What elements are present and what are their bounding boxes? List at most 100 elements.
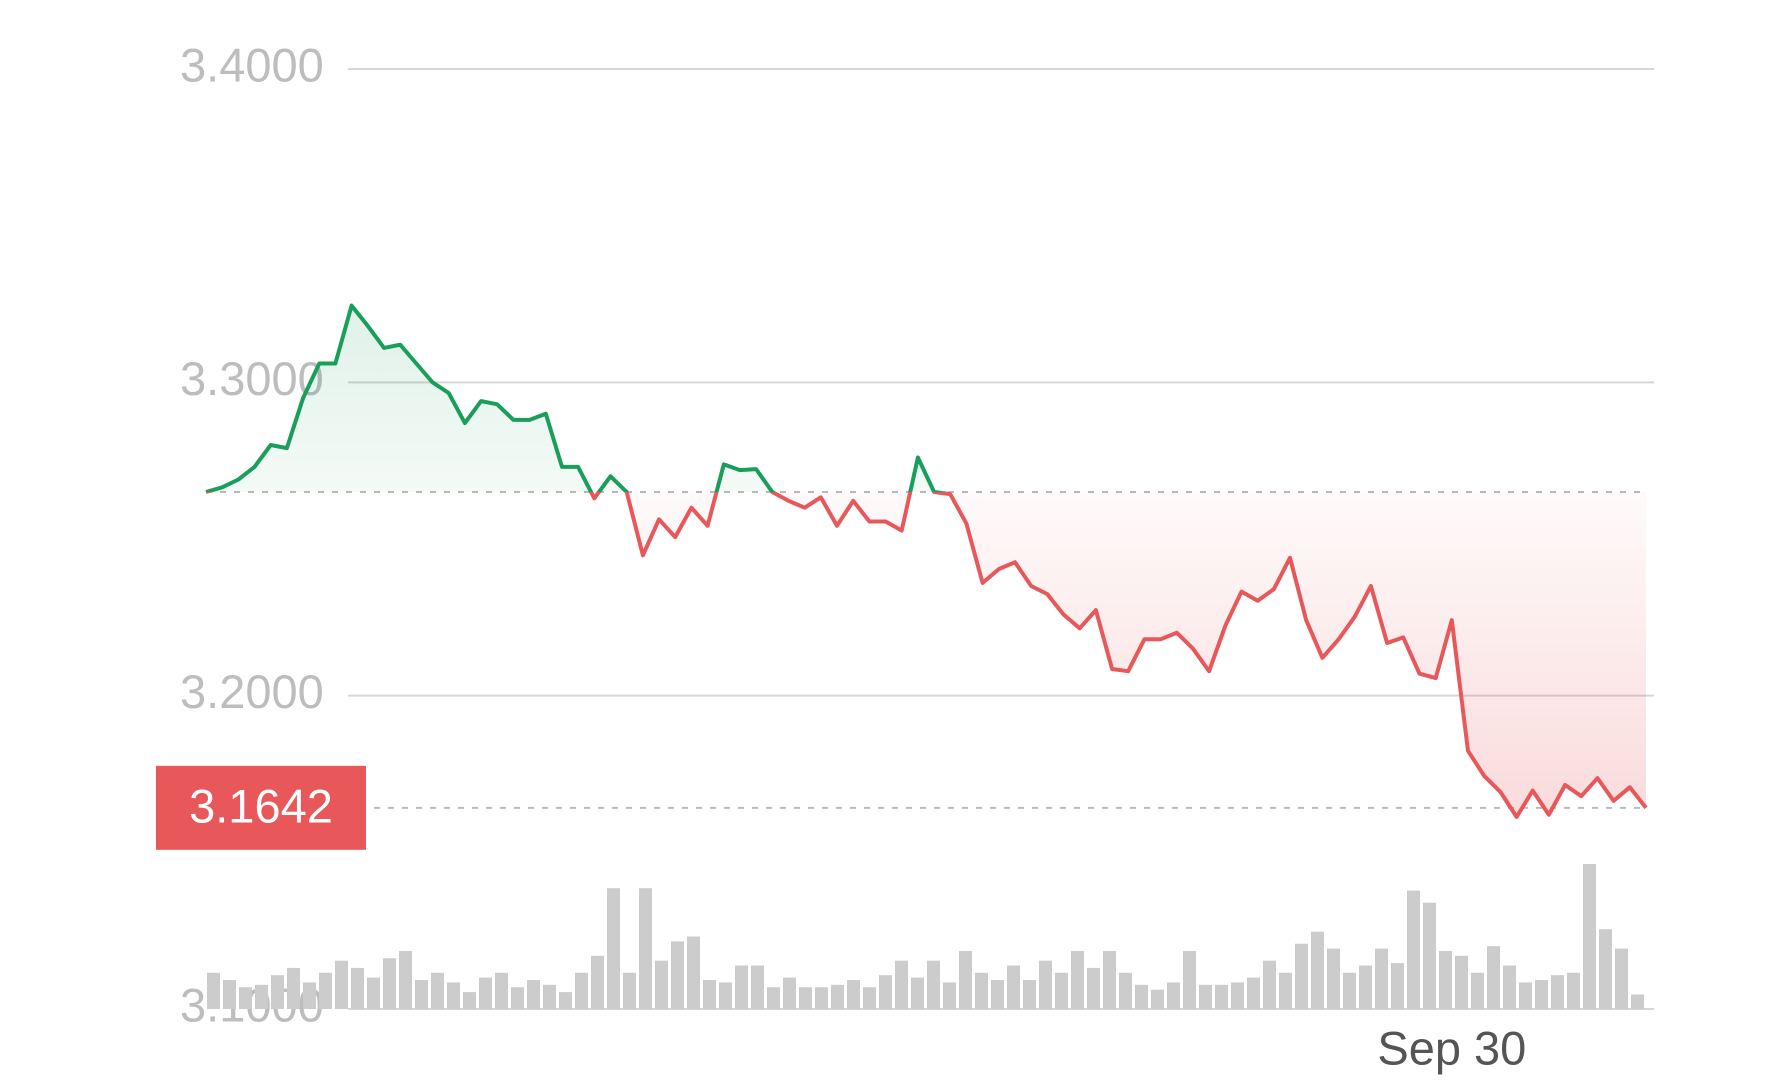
volume-bar [1007,965,1020,1009]
volume-bar [591,955,604,1009]
volume-bar [1359,965,1372,1009]
volume-bar [1231,982,1244,1009]
volume-bar [911,977,924,1009]
volume-bar [1023,980,1036,1009]
volume-bar [335,960,348,1009]
volume-bar [1055,972,1068,1009]
area-down [206,492,1646,817]
volume-bar [303,982,316,1009]
volume-bar [639,888,652,1009]
volume-bar [1423,902,1436,1009]
volume-bar [207,972,220,1009]
volume-bar [1567,972,1580,1009]
volume-bar [399,951,412,1009]
volume-bar [1183,951,1196,1009]
volume-bar [927,960,940,1009]
volume-bar [1039,960,1052,1009]
volume-bar [1343,972,1356,1009]
volume-bar [1279,972,1292,1009]
volume-bar [671,941,684,1009]
volume-bar [1167,982,1180,1009]
volume-bar [895,960,908,1009]
volume-bar [1407,890,1420,1009]
volume-bar [559,992,572,1009]
volume-bar [735,965,748,1009]
volume-bar [959,951,972,1009]
volume-bar [575,972,588,1009]
last-value-badge [156,765,366,850]
volume-bar [1103,951,1116,1009]
volume-bar [1151,989,1164,1009]
volume-bar [271,975,284,1009]
volume-bar [1471,972,1484,1009]
area-up [206,305,1646,492]
volume-bar [1391,963,1404,1009]
y-tick-label: 3.2000 [180,665,324,718]
volume-bar [1583,864,1596,1009]
volume-bar [799,987,812,1009]
y-tick-label: 3.4000 [180,38,324,91]
volume-bar [239,987,252,1009]
volume-bar [847,980,860,1009]
volume-bar [655,960,668,1009]
volume-bar [1071,951,1084,1009]
price-line-up [205,303,949,492]
x-tick-label: Sep 30 [1377,1021,1526,1074]
volume-bar [319,972,332,1009]
volume-bar [1519,982,1532,1009]
volume-bar [287,967,300,1009]
volume-bar [1535,980,1548,1009]
y-tick-label: 3.3000 [180,352,324,405]
volume-bar [447,982,460,1009]
volume-bar [1631,994,1644,1009]
volume-bar [1487,946,1500,1009]
price-line-down [206,492,1648,819]
volume-bar [863,987,876,1009]
volume-bar [943,982,956,1009]
volume-bar [223,980,236,1009]
volume-bar [1247,977,1260,1009]
volume-bar [975,972,988,1009]
volume-bar [479,977,492,1009]
volume-bar [383,958,396,1009]
volume-bar [415,980,428,1009]
volume-bar [511,987,524,1009]
volume-bar [1439,951,1452,1009]
volume-bar [1215,984,1228,1009]
volume-bar [783,977,796,1009]
volume-bar [1615,948,1628,1009]
volume-bar [527,980,540,1009]
volume-bar [1119,972,1132,1009]
volume-bar [879,975,892,1009]
volume-bar [1375,948,1388,1009]
volume-bar [1087,967,1100,1009]
volume-bar [815,987,828,1009]
volume-bar [991,980,1004,1009]
volume-bar [495,972,508,1009]
volume-bar [255,984,268,1009]
volume-bar [623,972,636,1009]
volume-bar [687,936,700,1009]
volume-bar [1199,984,1212,1009]
volume-bar [719,982,732,1009]
volume-bar [1551,975,1564,1009]
volume-bar [1327,948,1340,1009]
volume-bar [767,987,780,1009]
volume-bar [367,977,380,1009]
volume-bar [351,967,364,1009]
volume-bar [1263,960,1276,1009]
volume-bar [543,984,556,1009]
volume-bar [1503,965,1516,1009]
volume-bar [1311,931,1324,1009]
volume-bar [1455,955,1468,1009]
volume-bar [607,888,620,1009]
volume-bar [831,984,844,1009]
last-value-label: 3.1642 [189,779,333,832]
volume-bar [1599,929,1612,1009]
volume-bar [1295,943,1308,1009]
volume-bar [431,972,444,1009]
volume-bar [463,992,476,1009]
volume-bar [1135,984,1148,1009]
volume-bar [703,980,716,1009]
